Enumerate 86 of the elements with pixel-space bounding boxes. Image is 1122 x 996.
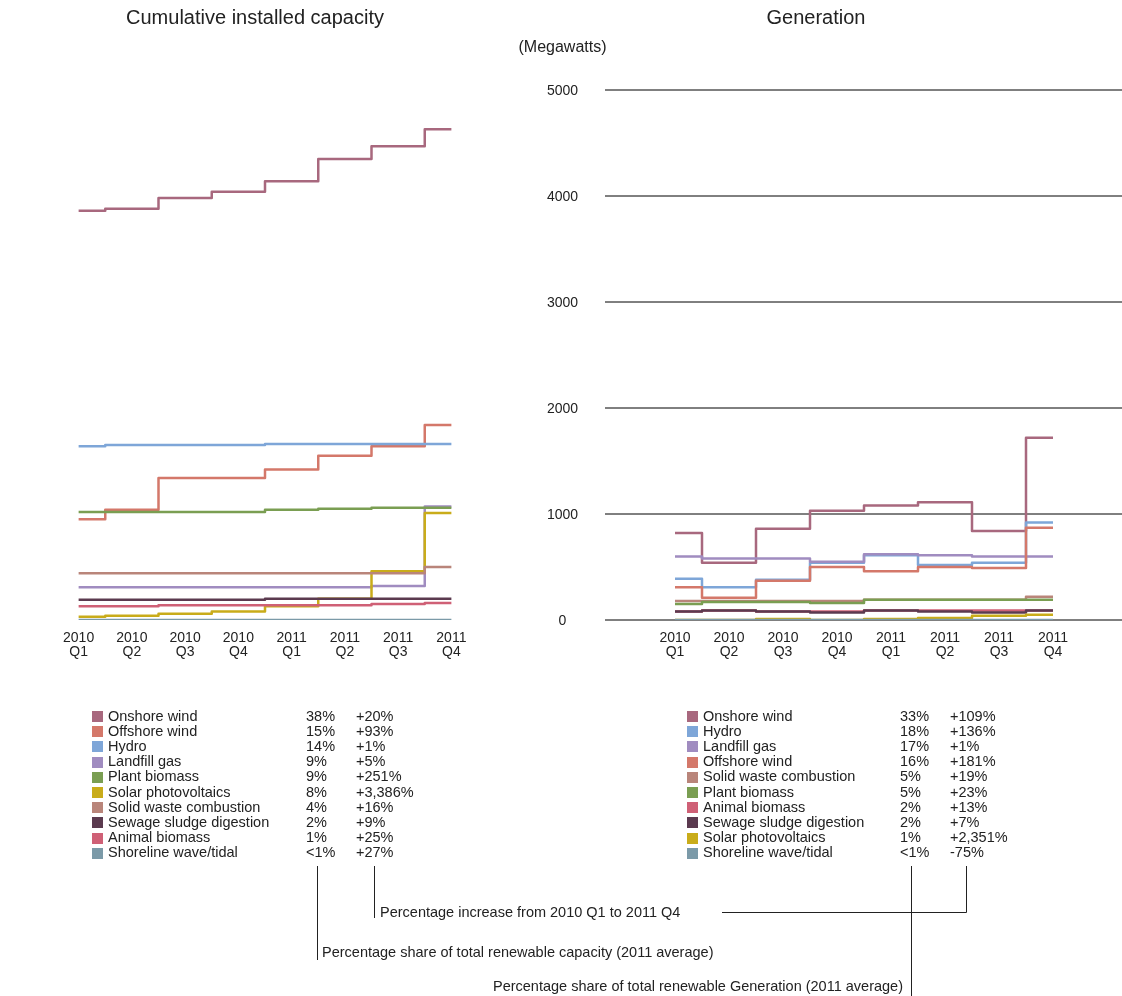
- text: Percentage share of total renewable Generation (2011 average): [492, 978, 903, 994]
- text: 5%: [900, 768, 921, 785]
- text: 1%: [306, 829, 327, 846]
- y-tick-label: 0: [558, 612, 567, 628]
- text: 2%: [900, 798, 921, 815]
- x-tick-label: 2011 Q4: [1037, 629, 1069, 659]
- text: 5%: [900, 783, 921, 800]
- x-tick-label: 2011 Q4: [436, 629, 467, 659]
- y-tick-label: 2000: [546, 400, 579, 416]
- text: 9%: [306, 768, 327, 785]
- text: +25%: [356, 829, 394, 846]
- x-tick-label: 2011 Q1: [276, 629, 307, 659]
- text: +23%: [950, 783, 988, 800]
- legend-label: Plant biomass: [703, 783, 795, 800]
- text: +19%: [950, 768, 988, 785]
- x-tick-label: 2010 Q4: [222, 629, 255, 659]
- text: <1%: [900, 844, 930, 861]
- x-tick-label: 2011 Q1: [875, 629, 907, 659]
- text: +3,386%: [356, 783, 414, 800]
- text: Percentage share of total renewable capacity (2011 average): [322, 944, 714, 960]
- text: Percentage increase from 2010 Q1 to 2011 Q4: [380, 904, 681, 920]
- y-tick-label: 3000: [546, 294, 579, 310]
- legend-label: Shoreline wave/tidal: [703, 844, 833, 861]
- text: +27%: [356, 844, 394, 861]
- legend-label: Offshore wind: [703, 753, 793, 770]
- legend-label: Solid waste combustion: [703, 768, 856, 785]
- text: +13%: [950, 798, 988, 815]
- text: 38%: [306, 707, 336, 724]
- text: +20%: [356, 707, 394, 724]
- text: +16%: [356, 798, 394, 815]
- text: 9%: [306, 753, 327, 770]
- legend-label: Plant biomass: [108, 768, 200, 785]
- text: 1%: [900, 829, 921, 846]
- text: 18%: [900, 722, 930, 739]
- text: +1%: [356, 737, 386, 754]
- x-tick-label: 2011 Q2: [929, 629, 961, 659]
- x-tick-label: 2010 Q4: [821, 629, 853, 659]
- text: 15%: [306, 722, 336, 739]
- legend-label: Sewage sludge digestion: [108, 813, 270, 830]
- text: 2%: [306, 813, 327, 830]
- legend-label: Solar photovoltaics: [703, 829, 826, 846]
- text: +7%: [950, 813, 980, 830]
- x-tick-label: 2011 Q3: [383, 629, 414, 659]
- text: +9%: [356, 813, 386, 830]
- legend-label: Hydro: [703, 722, 742, 739]
- text: 16%: [900, 753, 930, 770]
- text: <1%: [306, 844, 336, 861]
- text: 2%: [900, 813, 921, 830]
- text: +1%: [950, 737, 980, 754]
- text: 17%: [900, 737, 930, 754]
- y-tick-label: 4000: [546, 188, 579, 204]
- text: +136%: [950, 722, 996, 739]
- text: +5%: [356, 753, 386, 770]
- y-axis-title: (Megawatts): [517, 38, 608, 56]
- legend-label: Hydro: [108, 737, 147, 754]
- legend-label: Solar photovoltaics: [108, 783, 231, 800]
- text: 8%: [306, 783, 327, 800]
- text: +2,351%: [950, 829, 1008, 846]
- legend-label: Onshore wind: [703, 707, 793, 724]
- text: -75%: [950, 844, 984, 861]
- text: 14%: [306, 737, 336, 754]
- y-tick-label: 5000: [546, 82, 579, 98]
- legend-label: Animal biomass: [108, 829, 211, 846]
- text: +181%: [950, 753, 996, 770]
- legend-label: Shoreline wave/tidal: [108, 844, 238, 861]
- chart-title: Cumulative installed capacity: [125, 6, 385, 29]
- x-tick-label: 2010 Q3: [767, 629, 799, 659]
- x-tick-label: 2010 Q3: [169, 629, 201, 659]
- x-tick-label: 2011 Q3: [983, 629, 1015, 659]
- legend-label: Onshore wind: [108, 707, 198, 724]
- text: +93%: [356, 722, 394, 739]
- x-tick-label: 2010 Q2: [116, 629, 148, 659]
- legend-label: Sewage sludge digestion: [703, 813, 865, 830]
- legend-label: Animal biomass: [703, 798, 806, 815]
- legend-label: Landfill gas: [108, 753, 182, 770]
- x-tick-label: 2010 Q2: [713, 629, 745, 659]
- x-tick-label: 2011 Q2: [329, 629, 361, 659]
- text: 33%: [900, 707, 930, 724]
- text: +109%: [950, 707, 996, 724]
- text: +251%: [356, 768, 402, 785]
- x-tick-label: 2010 Q1: [659, 629, 691, 659]
- chart-title: Generation: [765, 6, 867, 29]
- y-tick-label: 1000: [546, 506, 579, 522]
- text: 4%: [306, 798, 327, 815]
- x-tick-label: 2010 Q1: [63, 629, 95, 659]
- legend-label: Offshore wind: [108, 722, 198, 739]
